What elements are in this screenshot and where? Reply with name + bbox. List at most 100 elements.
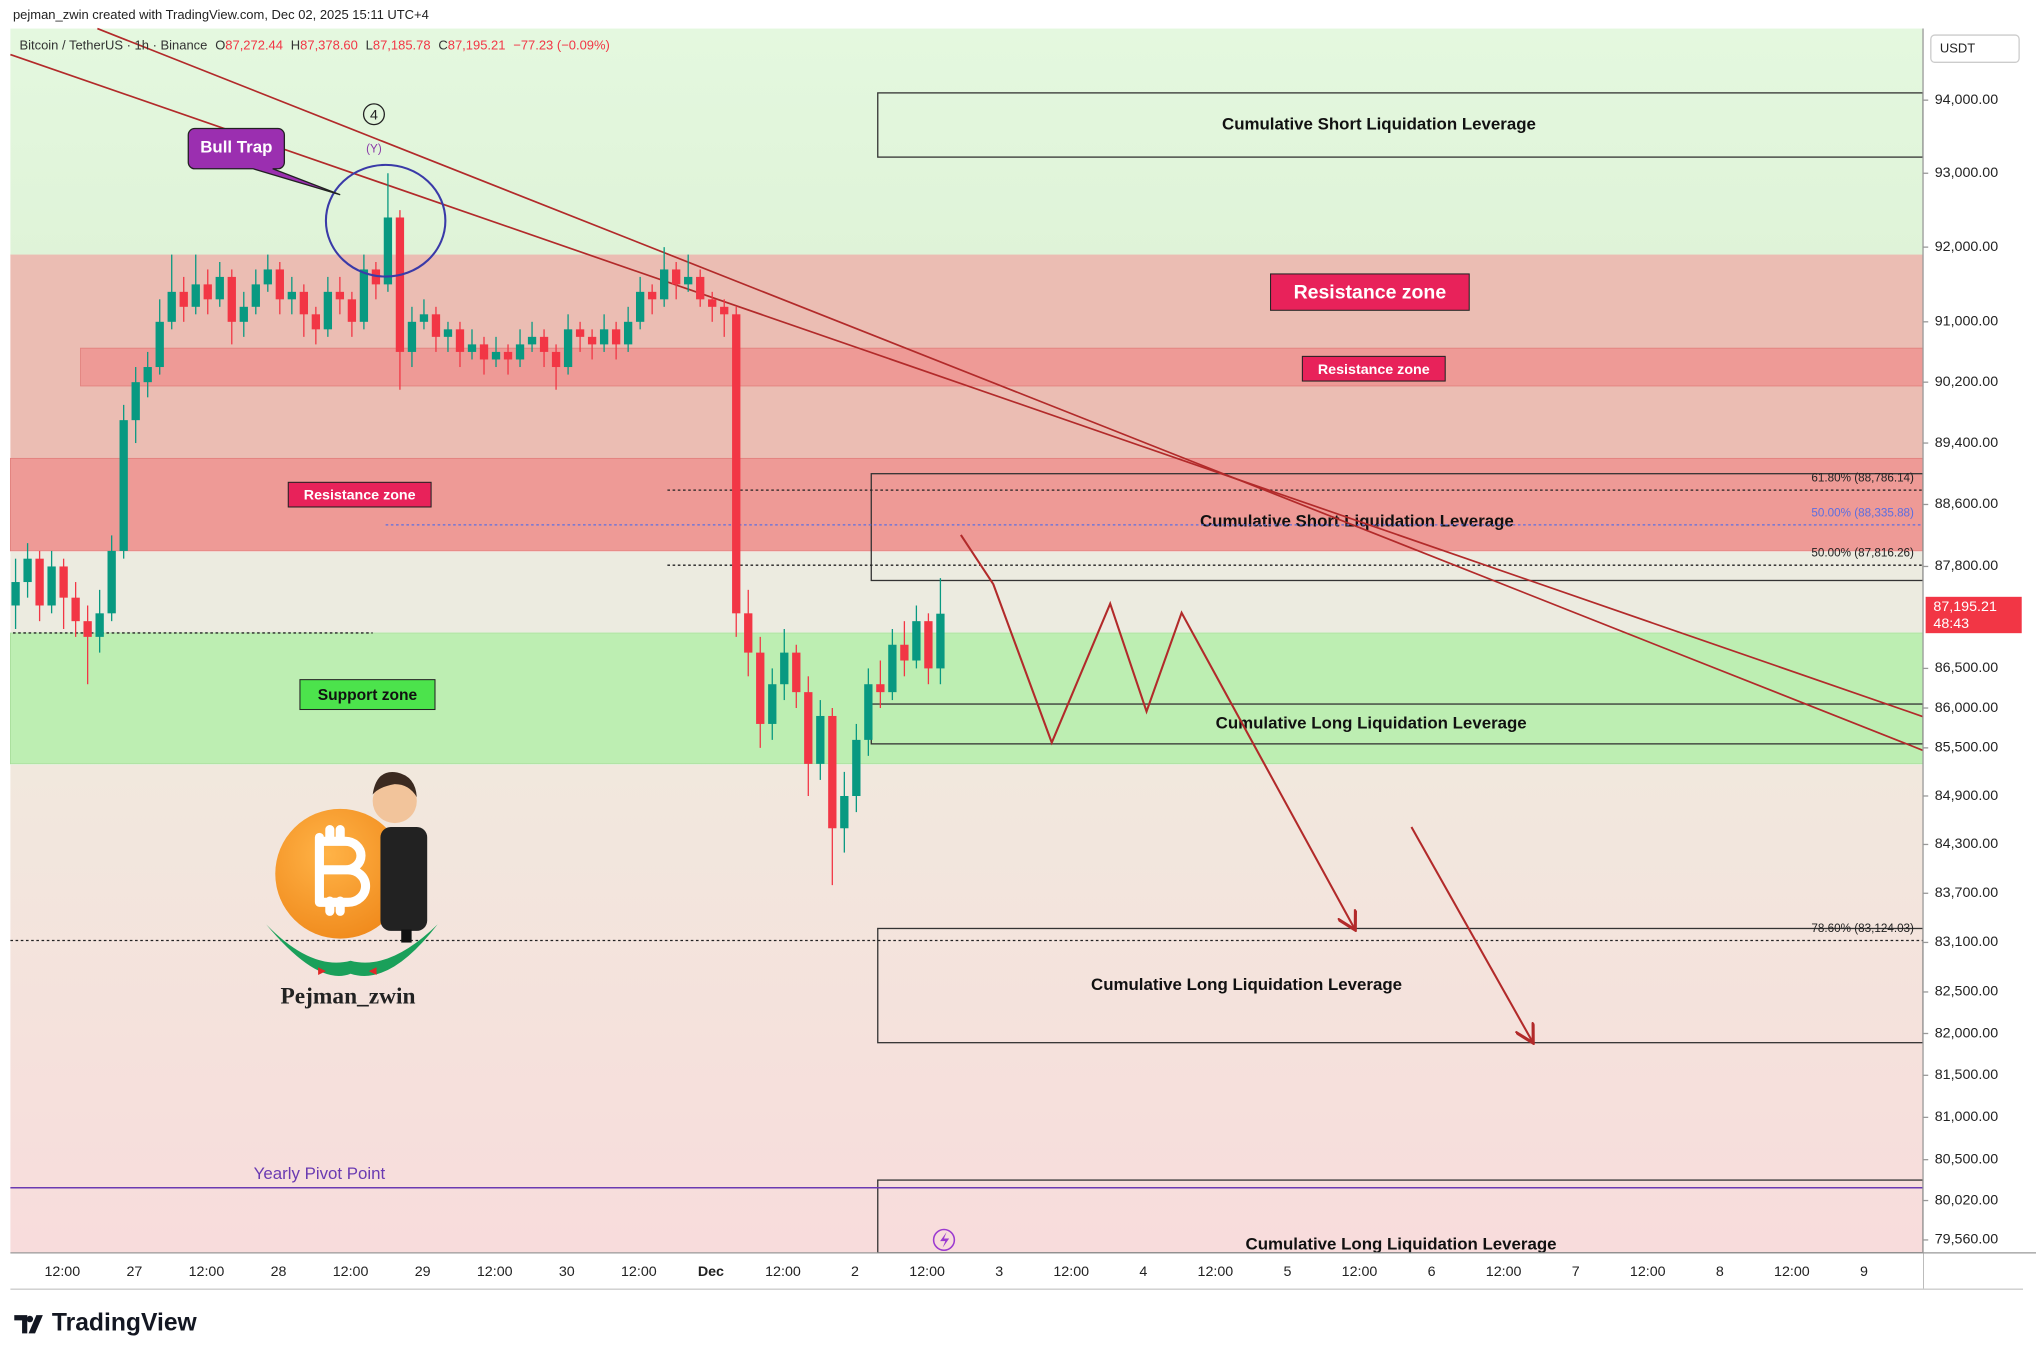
- y-tick-label: 86,500.00: [1935, 660, 1999, 676]
- legend-value: 87,185.78: [373, 38, 431, 53]
- candle-body: [623, 321, 633, 345]
- candle-body: [407, 321, 417, 352]
- y-tick-label: 79,560.00: [1935, 1232, 1999, 1248]
- candle-body: [119, 420, 128, 551]
- candle-body: [924, 621, 933, 669]
- background-mid: [10, 551, 1924, 633]
- trendline: [97, 27, 1924, 752]
- candle-body: [635, 291, 645, 322]
- candle-body: [239, 306, 248, 322]
- candle-body: [371, 269, 381, 285]
- candle-body: [720, 306, 729, 315]
- candle-body: [888, 644, 897, 693]
- liquidation-label: Cumulative Long Liquidation Leverage: [1091, 975, 1402, 994]
- y-tick-label: 94,000.00: [1935, 92, 1999, 108]
- candle-body: [431, 314, 441, 337]
- pivot-label: Yearly Pivot Point: [254, 1164, 386, 1183]
- y-tick-label: 89,400.00: [1935, 435, 1999, 451]
- avatar-head: [372, 778, 417, 824]
- candle-body: [696, 276, 705, 300]
- candle-body: [575, 329, 585, 337]
- candle-body: [828, 715, 837, 829]
- y-tick-label: 90,200.00: [1935, 374, 1999, 390]
- time-axis-bg: [10, 1252, 1924, 1290]
- candle-body: [792, 652, 801, 693]
- fib-label: 50.00% (88,335.88): [1811, 506, 1914, 519]
- candle-body: [155, 321, 164, 368]
- legend-value: 87,272.44: [225, 38, 283, 53]
- candle-body: [383, 217, 393, 285]
- candle-body: [708, 299, 717, 307]
- candle-body: [660, 269, 669, 300]
- y-tick-label: 84,300.00: [1935, 836, 1999, 852]
- x-tick-label: 12:00: [909, 1264, 945, 1280]
- x-tick-label: 9: [1860, 1264, 1868, 1280]
- brand-logo: Pejman_zwin: [266, 771, 438, 1010]
- x-tick-label: 12:00: [477, 1264, 513, 1280]
- candle-body: [95, 613, 104, 637]
- zone-label-box: [299, 679, 436, 711]
- axis: 94,000.00 93,000.00 92,000.00 91,000.00 90,2…: [44, 92, 2022, 1280]
- fib-label: 61.80% (88,786.14): [1811, 472, 1914, 485]
- last-price: 87,195.21: [1933, 599, 1997, 615]
- candle-body: [287, 291, 296, 300]
- candle-body: [419, 314, 429, 322]
- candle-body: [263, 269, 272, 285]
- candle-body: [455, 329, 465, 352]
- legend-value: 87,378.60: [300, 38, 358, 53]
- levels: 61.80% (88,786.14) 50.00% (88,335.88) 50.0…: [10, 472, 1924, 1189]
- wave-label: 4: [370, 107, 378, 123]
- y-tick-label: 82,500.00: [1935, 984, 1999, 1000]
- y-tick-label: 93,000.00: [1935, 165, 1999, 181]
- x-tick-label: 12:00: [1053, 1264, 1089, 1280]
- candle-body: [71, 597, 80, 622]
- currency-box: [1930, 34, 2020, 63]
- lightning-icon: [932, 1228, 956, 1252]
- candle-body: [780, 652, 789, 685]
- candle-body: [347, 299, 357, 322]
- candle-body: [59, 566, 68, 598]
- zone-label-box: [287, 481, 432, 508]
- candle-body: [515, 344, 525, 360]
- callout-text: Bull Trap: [200, 137, 272, 156]
- x-tick-label: 12:00: [1486, 1264, 1522, 1280]
- candle-body: [83, 621, 92, 637]
- y-tick-label: 80,020.00: [1935, 1192, 1999, 1208]
- x-tick-label: 12:00: [1774, 1264, 1810, 1280]
- x-tick-label: 7: [1572, 1264, 1580, 1280]
- x-tick-label: 4: [1139, 1264, 1147, 1280]
- y-tick-label: 83,100.00: [1935, 934, 1999, 950]
- candle-body: [191, 284, 200, 307]
- x-tick-label: 27: [126, 1264, 142, 1280]
- candle-body: [587, 336, 597, 345]
- trap-circle: [324, 163, 447, 278]
- liquidation-label: Cumulative Long Liquidation Leverage: [1246, 1235, 1557, 1254]
- zones: Resistance zone Resistance zone Resistance…: [9, 254, 1924, 765]
- y-tick-label: 87,800.00: [1935, 558, 1999, 574]
- candle-body: [804, 692, 813, 764]
- callout-box: [187, 127, 341, 196]
- legend: Bitcoin / TetherUS · 1h · Binance O87,272…: [19, 38, 609, 53]
- candle-body: [672, 269, 681, 285]
- avatar-hair: [372, 771, 417, 798]
- candle-body: [299, 291, 308, 315]
- candle-body: [275, 269, 284, 300]
- zone-label: Resistance zone: [304, 488, 416, 504]
- trendlines: [10, 27, 1924, 752]
- candle-body: [936, 613, 945, 669]
- x-tick-label: 30: [559, 1264, 575, 1280]
- footer-logo: TradingView: [14, 1310, 198, 1337]
- trendline: [10, 53, 1924, 718]
- y-tick-label: 92,000.00: [1935, 239, 1999, 255]
- footer-text: TradingView: [52, 1310, 198, 1337]
- projection-arrow: [1410, 826, 1532, 1041]
- candle-body: [143, 367, 152, 383]
- currency: USDT: [1940, 41, 1975, 56]
- x-tick-label: 3: [995, 1264, 1003, 1280]
- candle-body: [912, 621, 921, 661]
- candle-body: [47, 566, 56, 606]
- zone-label: Resistance zone: [1294, 282, 1447, 304]
- wave-circle: [362, 103, 385, 126]
